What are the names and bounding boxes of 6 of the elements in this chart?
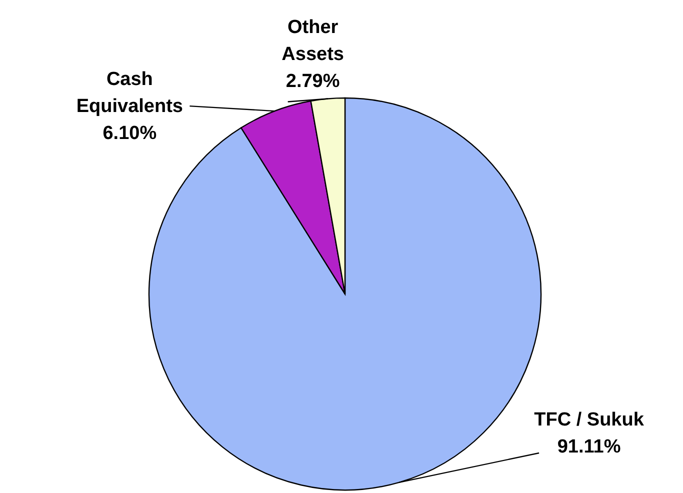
- data-label: 91.11%: [557, 436, 621, 458]
- slice-label: TFC / Sukuk: [534, 410, 644, 430]
- data-label: 2.79%: [286, 70, 340, 92]
- data-label: 6.10%: [102, 123, 157, 144]
- slice-label: Cash Equivalents: [76, 69, 184, 118]
- slice-label: Other Assets: [282, 16, 344, 65]
